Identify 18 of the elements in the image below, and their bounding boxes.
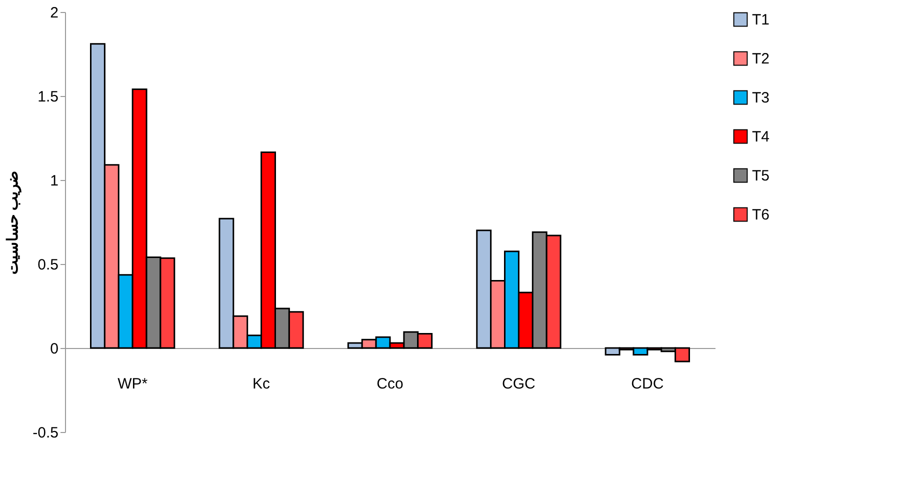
x-tick-label: WP* xyxy=(118,376,148,392)
legend-label: T3 xyxy=(752,90,770,106)
x-tick-label: CGC xyxy=(502,376,536,392)
x-tick-label: CDC xyxy=(631,376,664,392)
legend-label: T6 xyxy=(752,206,770,224)
x-tick-label: Kc xyxy=(252,376,271,392)
legend-label: T2 xyxy=(752,50,770,68)
y-tick-label: 1.5 xyxy=(38,88,58,106)
y-axis-title: ضریب حساسیت xyxy=(4,170,22,275)
y-tick-label: 1 xyxy=(50,172,58,190)
legend-label: T1 xyxy=(752,12,770,28)
y-tick-label: -0.5 xyxy=(32,424,58,442)
y-tick-label: 0.5 xyxy=(38,256,58,274)
x-tick-label: Cco xyxy=(376,376,404,392)
y-tick-label: 2 xyxy=(50,4,58,22)
y-tick-label: 0 xyxy=(50,340,58,358)
legend-label: T5 xyxy=(752,168,770,184)
legend-label: T4 xyxy=(752,128,770,146)
